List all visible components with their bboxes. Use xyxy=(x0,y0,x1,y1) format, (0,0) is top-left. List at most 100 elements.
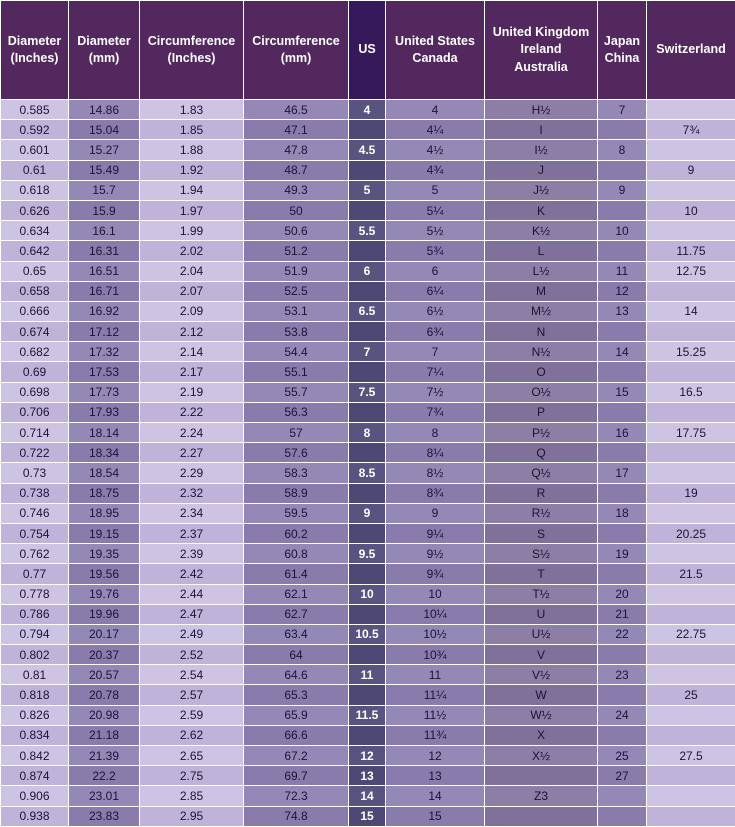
cell-united-states-canada: 10½ xyxy=(386,624,485,644)
cell-switzerland: 15.25 xyxy=(647,342,735,362)
cell-japan-china: 21 xyxy=(598,604,647,624)
cell-japan-china xyxy=(598,685,647,705)
cell-circumference-mm: 66.6 xyxy=(244,725,349,745)
cell-united-states-canada: 4¼ xyxy=(386,120,485,140)
cell-japan-china xyxy=(598,160,647,180)
cell-switzerland xyxy=(647,645,735,665)
cell-circumference-mm: 58.3 xyxy=(244,463,349,483)
cell-circumference-mm: 67.2 xyxy=(244,746,349,766)
cell-diameter-inches: 0.714 xyxy=(1,423,69,443)
cell-united-kingdom-ireland-australia: N xyxy=(485,322,598,342)
cell-diameter-mm: 17.73 xyxy=(69,382,140,402)
cell-japan-china: 17 xyxy=(598,463,647,483)
cell-circumference-inches: 2.02 xyxy=(140,241,244,261)
cell-switzerland: 16.5 xyxy=(647,382,735,402)
cell-circumference-mm: 50.6 xyxy=(244,221,349,241)
cell-diameter-mm: 21.39 xyxy=(69,746,140,766)
cell-circumference-inches: 2.85 xyxy=(140,786,244,806)
cell-circumference-inches: 1.94 xyxy=(140,180,244,200)
cell-switzerland: 14 xyxy=(647,301,735,321)
cell-united-kingdom-ireland-australia: N½ xyxy=(485,342,598,362)
cell-circumference-mm: 53.1 xyxy=(244,301,349,321)
cell-japan-china xyxy=(598,362,647,382)
cell-diameter-mm: 18.95 xyxy=(69,503,140,523)
cell-united-states-canada: 6 xyxy=(386,261,485,281)
cell-diameter-mm: 15.9 xyxy=(69,200,140,220)
cell-us: 10 xyxy=(349,584,386,604)
cell-circumference-mm: 57 xyxy=(244,423,349,443)
cell-united-kingdom-ireland-australia: Z3 xyxy=(485,786,598,806)
cell-japan-china: 24 xyxy=(598,705,647,725)
cell-us: 9 xyxy=(349,503,386,523)
cell-us: 11.5 xyxy=(349,705,386,725)
cell-united-kingdom-ireland-australia: V½ xyxy=(485,665,598,685)
cell-japan-china: 10 xyxy=(598,221,647,241)
cell-us: 4.5 xyxy=(349,140,386,160)
cell-us xyxy=(349,402,386,422)
cell-united-states-canada: 9 xyxy=(386,503,485,523)
cell-switzerland: 10 xyxy=(647,200,735,220)
cell-diameter-mm: 15.04 xyxy=(69,120,140,140)
cell-us: 9.5 xyxy=(349,544,386,564)
cell-united-states-canada: 5 xyxy=(386,180,485,200)
cell-japan-china: 12 xyxy=(598,281,647,301)
cell-circumference-mm: 55.7 xyxy=(244,382,349,402)
cell-diameter-mm: 16.51 xyxy=(69,261,140,281)
table-header: Diameter(Inches)Diameter(mm)Circumferenc… xyxy=(1,1,735,100)
cell-united-kingdom-ireland-australia: J xyxy=(485,160,598,180)
cell-united-kingdom-ireland-australia: H½ xyxy=(485,100,598,120)
cell-circumference-mm: 51.9 xyxy=(244,261,349,281)
cell-japan-china: 8 xyxy=(598,140,647,160)
column-header-circumference-mm: Circumference(mm) xyxy=(244,1,349,100)
cell-united-states-canada: 6½ xyxy=(386,301,485,321)
cell-united-states-canada: 8 xyxy=(386,423,485,443)
cell-circumference-mm: 64 xyxy=(244,645,349,665)
cell-diameter-mm: 19.96 xyxy=(69,604,140,624)
cell-diameter-mm: 15.49 xyxy=(69,160,140,180)
cell-diameter-mm: 18.54 xyxy=(69,463,140,483)
cell-united-kingdom-ireland-australia: O xyxy=(485,362,598,382)
cell-united-states-canada: 7 xyxy=(386,342,485,362)
cell-united-kingdom-ireland-australia: M½ xyxy=(485,301,598,321)
cell-diameter-mm: 16.71 xyxy=(69,281,140,301)
cell-diameter-inches: 0.666 xyxy=(1,301,69,321)
cell-united-kingdom-ireland-australia: I½ xyxy=(485,140,598,160)
cell-united-states-canada: 8¾ xyxy=(386,483,485,503)
cell-diameter-inches: 0.73 xyxy=(1,463,69,483)
cell-us xyxy=(349,523,386,543)
cell-switzerland xyxy=(647,766,735,786)
cell-us xyxy=(349,362,386,382)
cell-japan-china xyxy=(598,725,647,745)
cell-us: 12 xyxy=(349,746,386,766)
cell-diameter-inches: 0.658 xyxy=(1,281,69,301)
cell-japan-china: 7 xyxy=(598,100,647,120)
cell-diameter-inches: 0.826 xyxy=(1,705,69,725)
cell-switzerland: 27.5 xyxy=(647,746,735,766)
cell-united-states-canada: 7½ xyxy=(386,382,485,402)
cell-japan-china: 19 xyxy=(598,544,647,564)
cell-japan-china xyxy=(598,786,647,806)
cell-switzerland xyxy=(647,281,735,301)
cell-us xyxy=(349,281,386,301)
cell-united-states-canada: 7¼ xyxy=(386,362,485,382)
cell-circumference-inches: 2.65 xyxy=(140,746,244,766)
cell-united-states-canada: 4¾ xyxy=(386,160,485,180)
cell-united-kingdom-ireland-australia: U xyxy=(485,604,598,624)
cell-circumference-inches: 2.42 xyxy=(140,564,244,584)
cell-united-states-canada: 8¼ xyxy=(386,443,485,463)
cell-diameter-inches: 0.626 xyxy=(1,200,69,220)
cell-us: 15 xyxy=(349,806,386,826)
cell-diameter-inches: 0.802 xyxy=(1,645,69,665)
cell-diameter-inches: 0.81 xyxy=(1,665,69,685)
cell-diameter-mm: 16.31 xyxy=(69,241,140,261)
cell-circumference-inches: 2.44 xyxy=(140,584,244,604)
cell-united-kingdom-ireland-australia: T xyxy=(485,564,598,584)
cell-diameter-inches: 0.601 xyxy=(1,140,69,160)
